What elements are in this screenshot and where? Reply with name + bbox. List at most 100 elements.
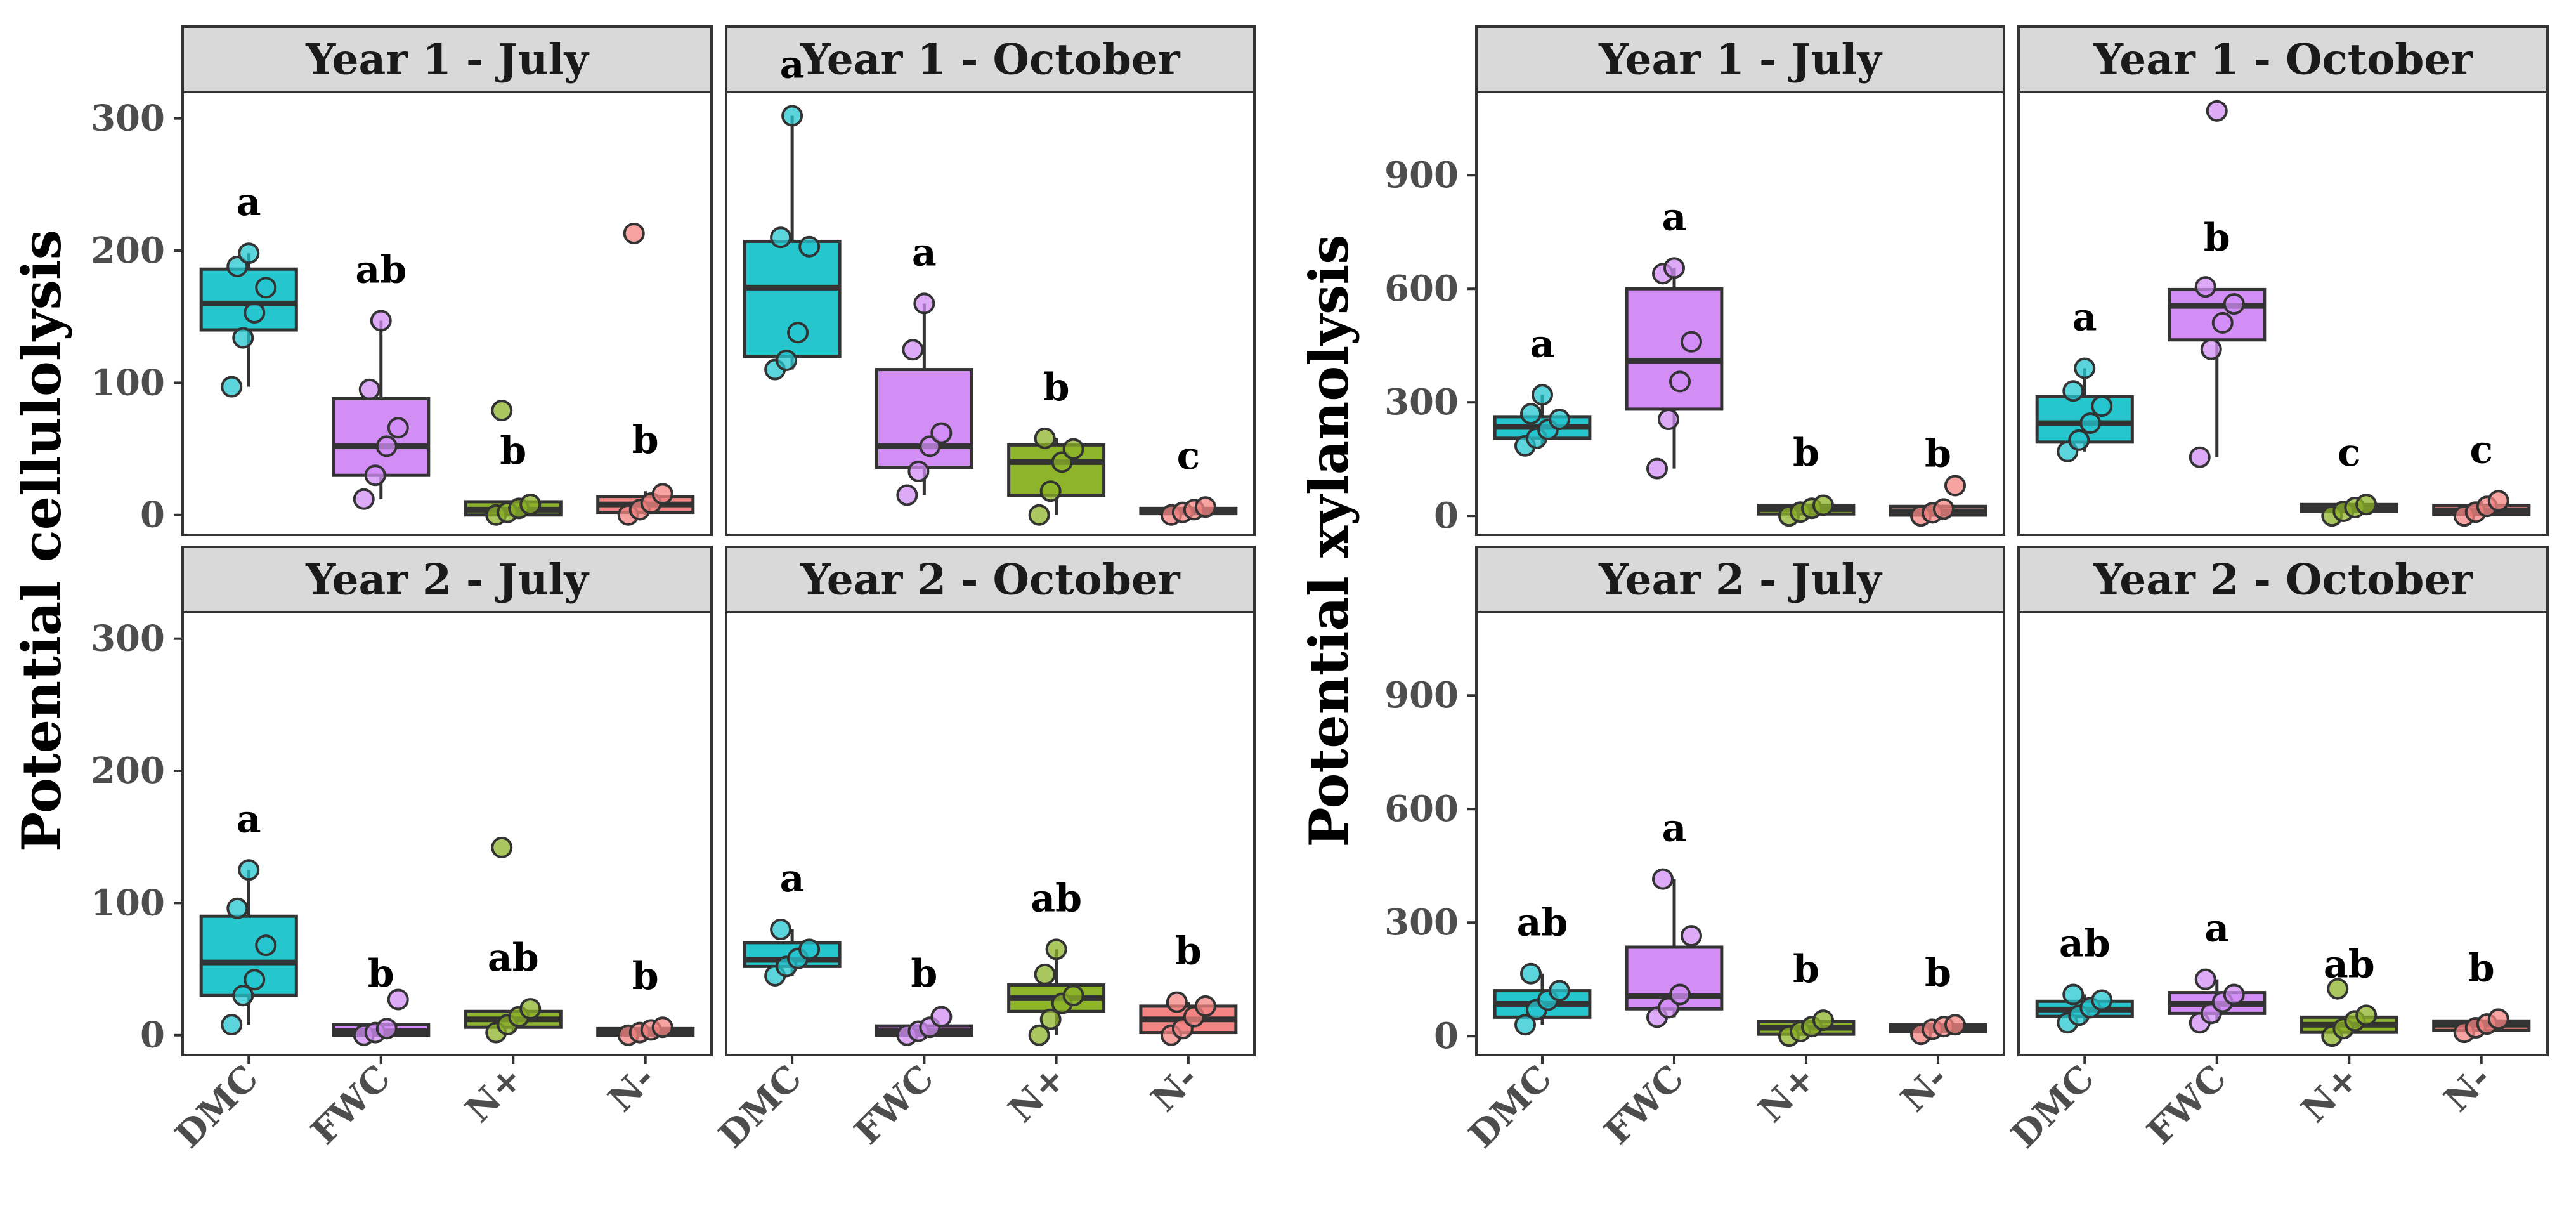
data-point <box>1062 438 1084 460</box>
significance-letter: b <box>632 418 659 462</box>
data-point <box>232 985 254 1007</box>
significance-letter: b <box>1925 951 1951 995</box>
data-point <box>491 836 513 858</box>
y-tick-label: 300 <box>91 98 165 140</box>
x-tick-label: DMC <box>711 1057 810 1156</box>
data-point <box>1194 995 1216 1017</box>
data-point <box>798 938 821 961</box>
significance-letter: a <box>1662 195 1687 239</box>
significance-letter: c <box>1177 434 1200 478</box>
significance-letter: b <box>1925 431 1951 476</box>
x-tick-label: N+ <box>1750 1057 1824 1131</box>
data-point <box>2091 395 2113 417</box>
panel-title: Year 1 - October <box>800 35 1180 84</box>
data-point <box>913 292 935 315</box>
significance-letter: ab <box>355 247 407 292</box>
significance-letter: b <box>2468 946 2495 990</box>
y-tick-label: 300 <box>1384 902 1459 943</box>
data-point <box>902 339 924 361</box>
chart-xylanolysis: Potential xylanolysis Year 1 - July 0 300 60… <box>1298 25 2549 1157</box>
data-point <box>255 934 277 957</box>
data-point <box>221 1014 243 1036</box>
data-point <box>370 310 392 332</box>
y-tick-label: 300 <box>1384 381 1459 423</box>
data-point <box>1812 1009 1834 1032</box>
data-point <box>387 988 409 1011</box>
data-point <box>2200 338 2222 360</box>
data-point <box>907 460 930 482</box>
significance-letter: a <box>237 180 261 225</box>
significance-letter: b <box>1793 947 1819 992</box>
x-tick-label: FWC <box>303 1057 399 1153</box>
y-tick-label: 0 <box>1434 495 1459 537</box>
data-point <box>519 998 542 1020</box>
data-point <box>623 222 645 244</box>
panel-strip <box>725 546 1256 613</box>
panel-title: Year 2 - October <box>800 555 1180 605</box>
data-point <box>221 376 243 398</box>
data-point <box>1166 991 1188 1013</box>
significance-letter: b <box>1793 431 1819 475</box>
box-FWC: a <box>1625 195 1724 480</box>
data-point <box>1812 494 1834 516</box>
y-tick-label: 0 <box>140 494 165 536</box>
panel-frame <box>2017 611 2549 1056</box>
panel-title: Year 1 - July <box>305 35 589 84</box>
data-point <box>930 1006 953 1028</box>
data-point <box>2355 494 2378 516</box>
y-tick-label: 0 <box>1434 1015 1459 1057</box>
data-point <box>1028 504 1050 526</box>
data-point <box>2062 983 2085 1006</box>
y-tick-label: 100 <box>91 882 165 924</box>
data-point <box>2211 311 2234 334</box>
box-iqr <box>1625 287 1724 411</box>
data-point <box>1646 457 1668 480</box>
data-point <box>2079 412 2102 435</box>
panel-frame <box>725 611 1256 1056</box>
data-point <box>2487 1008 2509 1030</box>
significance-letter: a <box>780 856 805 901</box>
significance-letter: a <box>2204 907 2229 951</box>
data-point <box>896 484 918 506</box>
y-tick-label: 100 <box>91 362 165 403</box>
data-point <box>1549 980 1570 1002</box>
data-point <box>1681 925 1702 947</box>
data-point <box>770 919 792 941</box>
data-point <box>787 322 809 344</box>
data-point <box>1933 498 1955 520</box>
data-point <box>1549 409 1570 431</box>
data-point <box>1532 384 1553 406</box>
panel-strip <box>181 25 713 93</box>
data-point <box>1039 1008 1062 1030</box>
box-N-: b N- <box>2432 946 2531 1120</box>
box-N+: b <box>1007 365 1106 526</box>
y-tick-label: 900 <box>1384 154 1459 196</box>
significance-letter: ab <box>2059 922 2111 966</box>
data-point <box>1028 1024 1050 1046</box>
panel-strip <box>181 546 713 613</box>
panel-title: Year 2 - October <box>2093 555 2473 605</box>
box-DMC: a <box>199 180 298 398</box>
data-point <box>255 277 277 299</box>
x-tick-label: N+ <box>457 1057 531 1131</box>
data-point <box>358 378 381 400</box>
data-point <box>1663 257 1685 279</box>
x-tick-label: DMC <box>1461 1057 1560 1156</box>
data-point <box>1658 409 1679 431</box>
data-point <box>2223 293 2245 315</box>
data-point <box>2327 978 2349 1000</box>
panel-strip <box>725 25 1256 93</box>
data-point <box>1194 496 1216 518</box>
panel: Year 2 - July 0 100 200 300 a DMC b FWC ab N+ b N- <box>91 546 713 1157</box>
x-tick-label: FWC <box>1596 1057 1692 1153</box>
significance-letter: b <box>632 954 659 999</box>
data-point <box>387 417 409 439</box>
data-point <box>930 422 953 444</box>
data-point <box>651 483 673 505</box>
significance-letter: ab <box>1031 876 1082 921</box>
significance-letter: b <box>2204 216 2230 260</box>
box-FWC: b <box>2168 100 2267 468</box>
panel: Year 1 - July 0 100 200 300 a ab b b <box>91 25 713 536</box>
